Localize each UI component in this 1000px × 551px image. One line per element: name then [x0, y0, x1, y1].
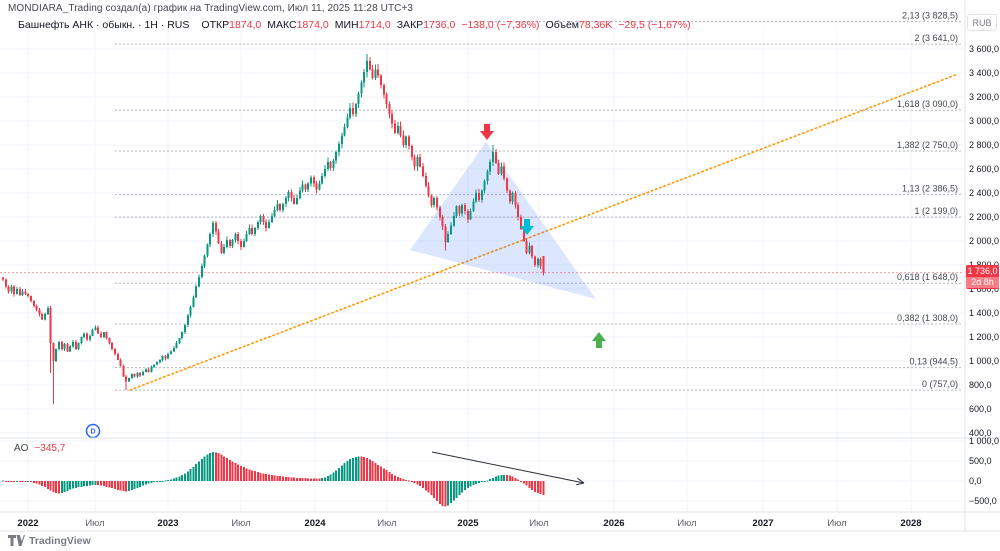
volume-value: 78,36K: [579, 19, 613, 31]
fib-label: 1 (2 199,0): [914, 206, 958, 216]
fib-label: 0,13 (944,5): [909, 357, 958, 367]
last-price-value: 1 736,0: [967, 266, 998, 276]
price-axis-ticks[interactable]: 3 600,0 3 400,0 3 200,0 3 000,0 2 800,0 2 600…: [969, 44, 999, 438]
time-tick: 2026: [603, 518, 624, 529]
open-label: ОТКР: [201, 19, 230, 31]
bar-countdown: 2d 8h: [966, 277, 999, 288]
time-tick: 2024: [304, 518, 326, 529]
low-value: 1714,0: [358, 19, 391, 31]
fib-label: 0,618 (1 648,0): [897, 272, 958, 282]
time-tick: 2023: [157, 518, 178, 529]
candlesticks[interactable]: [2, 53, 545, 405]
fib-label: 1,382 (2 750,0): [897, 140, 958, 150]
ao-tick: 0,0: [969, 476, 982, 486]
time-tick: Июл: [827, 518, 846, 529]
triangle-pattern[interactable]: [410, 142, 596, 299]
price-tick: 1 200,0: [969, 332, 999, 342]
svg-text:D: D: [90, 429, 95, 436]
fib-label: 0 (757,0): [922, 379, 958, 389]
fib-label: 2 (3 641,0): [914, 33, 958, 43]
tradingview-logo[interactable]: TradingView: [8, 535, 91, 547]
fib-retracement[interactable]: 2,13 (3 828,5) 2 (3 641,0) 1,618 (3 090,0)…: [115, 11, 963, 391]
price-tick: 1 000,0: [969, 356, 999, 366]
price-tick: 2 800,0: [969, 140, 999, 150]
volume-label: Объём: [545, 19, 580, 31]
ao-tick: 1 000,0: [969, 436, 999, 446]
time-tick: Июл: [677, 518, 696, 529]
price-tick: 3 400,0: [969, 68, 999, 78]
price-tick: 3 600,0: [969, 44, 999, 54]
fib-label: 2,13 (3 828,5): [902, 11, 958, 21]
symbol-title[interactable]: Башнефть АНК · обыкн. · 1Н · RUS: [18, 19, 190, 31]
price-tick: 600,0: [969, 404, 992, 414]
symbol-legend[interactable]: Башнефть АНК · обыкн. · 1Н · RUS ОТКР1874…: [18, 19, 691, 31]
ao-tick: 500,0: [969, 456, 992, 466]
ao-axis-ticks[interactable]: 1 000,0 500,0 0,0 −500,0: [969, 436, 999, 506]
marker-arrow-green[interactable]: [592, 332, 606, 348]
ao-value: −345,7: [34, 443, 66, 454]
ao-trend-arrow[interactable]: [431, 451, 585, 486]
ao-tick: −500,0: [969, 496, 997, 506]
time-axis-ticks[interactable]: 2022 Июл 2023 Июл 2024 Июл 2025 Июл 2026 Июл 2027 И…: [17, 518, 921, 529]
open-value: 1874,0: [229, 19, 262, 31]
trend-line[interactable]: [129, 73, 959, 391]
price-tick: 400,0: [969, 428, 992, 438]
ao-indicator-label[interactable]: AO −345,7: [14, 443, 65, 454]
fib-label: 0,382 (1 308,0): [897, 313, 958, 323]
fib-label: 1,618 (3 090,0): [897, 99, 958, 109]
close-label: ЗАКР: [396, 19, 424, 31]
price-tick: 2 200,0: [969, 212, 999, 222]
volume-change: −29,5 (−1,67%): [618, 19, 691, 31]
dividend-marker[interactable]: D: [85, 423, 101, 439]
price-tick: 3 200,0: [969, 92, 999, 102]
last-price-badge: 1 736,0 2d 8h: [966, 265, 999, 289]
fib-label: 1,13 (2 386,5): [902, 184, 958, 194]
time-tick: 2028: [900, 518, 921, 529]
time-tick: Июл: [529, 518, 548, 529]
price-tick: 2 000,0: [969, 236, 999, 246]
low-label: МИН: [334, 19, 359, 31]
high-label: МАКС: [267, 19, 297, 31]
time-tick: 2022: [17, 518, 38, 529]
tradingview-logo-icon: [8, 535, 25, 546]
time-tick: 2025: [457, 518, 479, 529]
ao-name: AO: [14, 443, 29, 454]
price-tick: 3 000,0: [969, 116, 999, 126]
price-tick: 1 600,0: [969, 284, 999, 294]
price-tick: 2 600,0: [969, 164, 999, 174]
price-tick: 800,0: [969, 380, 992, 390]
change-value: −138,0 (−7,36%): [461, 19, 540, 31]
price-tick: 1 400,0: [969, 308, 999, 318]
grid-vertical: [27, 30, 912, 512]
tradingview-logo-text: TradingView: [29, 535, 91, 547]
ao-histogram[interactable]: [2, 452, 545, 507]
time-tick: Июл: [231, 518, 250, 529]
snapshot-byline: MONDIARA_Trading создал(а) график на Tra…: [8, 3, 414, 14]
pane-borders: [0, 0, 1000, 532]
high-value: 1874,0: [296, 19, 329, 31]
close-value: 1736,0: [423, 19, 456, 31]
time-tick: Июл: [377, 518, 396, 529]
ao-grid: [0, 440, 963, 502]
currency-badge[interactable]: RUB: [967, 14, 997, 31]
time-tick: Июл: [85, 518, 104, 529]
price-tick: 2 400,0: [969, 188, 999, 198]
marker-arrow-cyan[interactable]: [520, 219, 534, 235]
time-tick: 2027: [752, 518, 773, 529]
marker-arrow-red[interactable]: [480, 124, 494, 140]
